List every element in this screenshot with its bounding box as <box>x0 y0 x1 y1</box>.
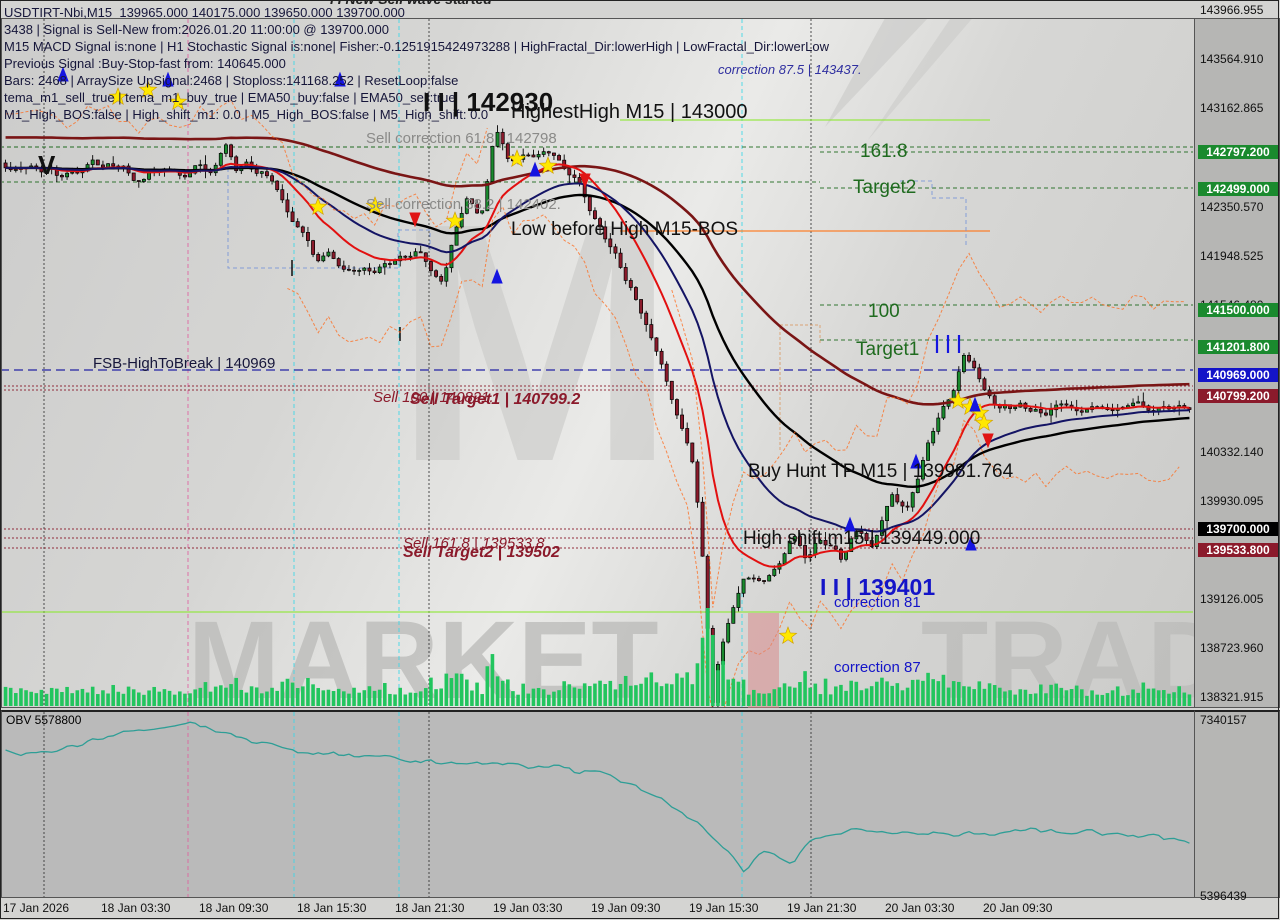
svg-text:MARKET: MARKET <box>188 599 659 722</box>
